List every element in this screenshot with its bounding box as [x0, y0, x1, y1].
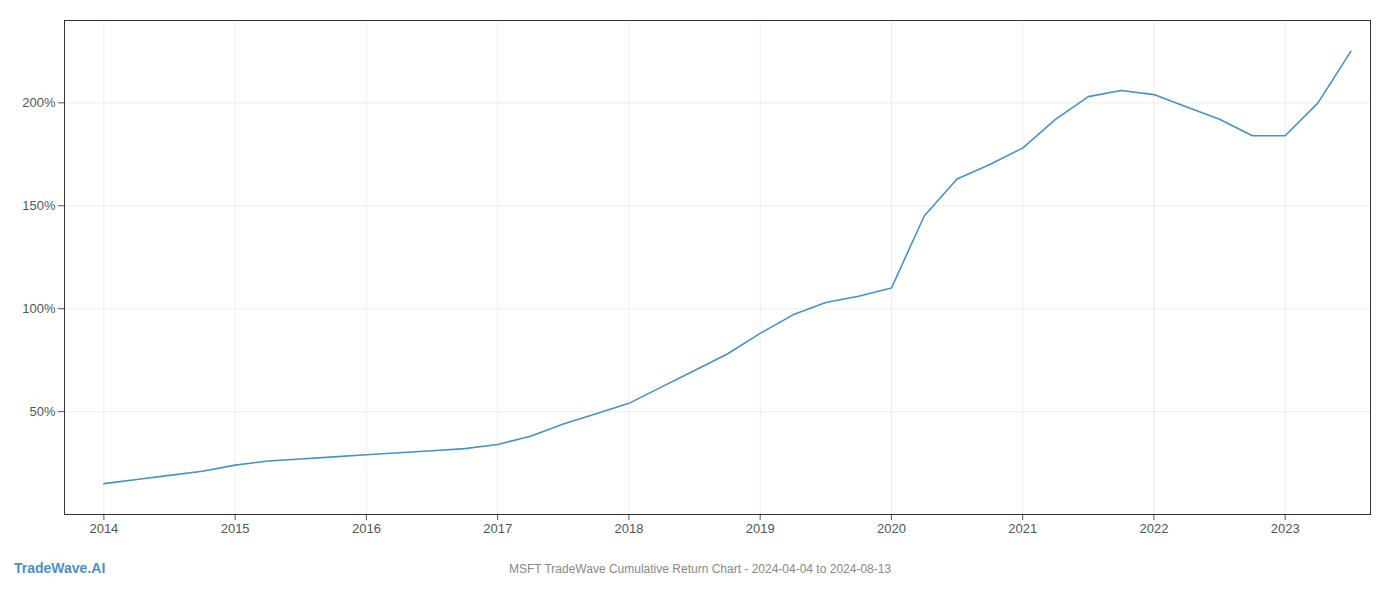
- svg-text:2016: 2016: [352, 521, 381, 536]
- svg-text:2022: 2022: [1139, 521, 1168, 536]
- svg-text:2019: 2019: [746, 521, 775, 536]
- svg-text:2018: 2018: [614, 521, 643, 536]
- html-text:MSFT TradeWave Cumulative Retu: MSFT TradeWave Cumulative Return Chart -…: [508, 562, 892, 576]
- html-text:TradeWave.AI: TradeWave.AI: [14, 560, 106, 576]
- svg-text:2014: 2014: [89, 521, 118, 536]
- svg-text:2020: 2020: [877, 521, 906, 536]
- svg-text:2015: 2015: [221, 521, 250, 536]
- svg-text:50%: 50%: [29, 404, 55, 419]
- svg-text:100%: 100%: [22, 301, 56, 316]
- svg-text:2023: 2023: [1271, 521, 1300, 536]
- svg-text:200%: 200%: [22, 95, 56, 110]
- svg-text:2021: 2021: [1008, 521, 1037, 536]
- svg-text:2017: 2017: [483, 521, 512, 536]
- svg-text:150%: 150%: [22, 198, 56, 213]
